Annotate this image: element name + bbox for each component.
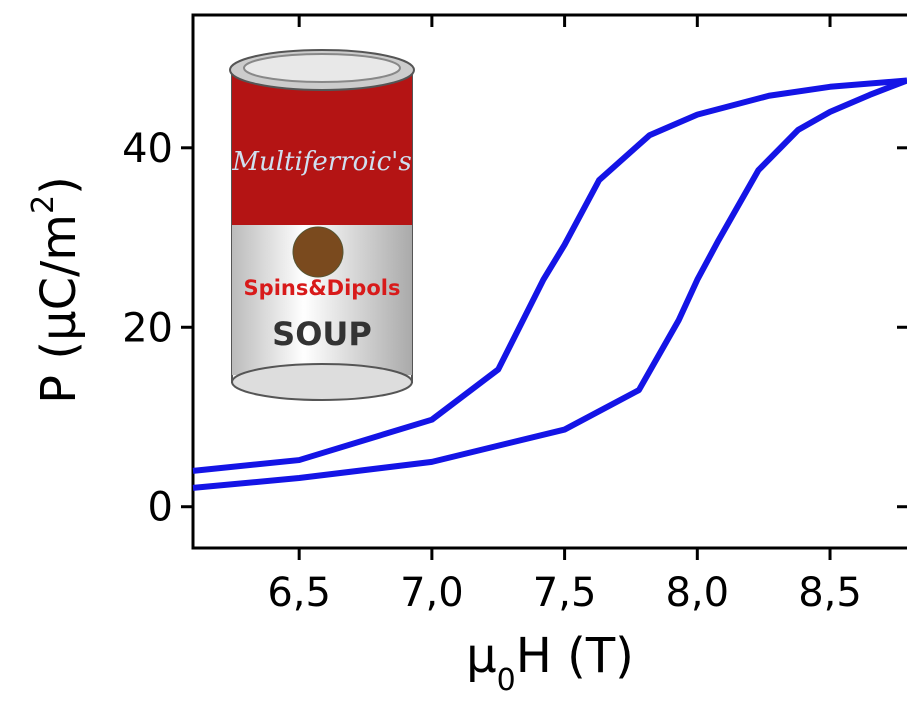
x-tick-label: 6,5 [267, 570, 331, 616]
can-text: Spins&Dipols [244, 276, 401, 300]
y-label-part: P (μC/m [31, 214, 87, 404]
can-lid [244, 54, 400, 82]
x-tick-label: 8,5 [798, 570, 862, 616]
y-label-sup: 2 [26, 195, 61, 214]
x-axis-label: μ0H (T) [466, 628, 634, 698]
x-tick-label: 8,0 [665, 570, 729, 616]
x-label-part: μ [466, 628, 497, 684]
y-tick-label: 20 [122, 305, 173, 351]
x-label-sub: 0 [497, 663, 516, 698]
can-bottom [232, 364, 412, 400]
y-tick-label: 0 [148, 485, 173, 531]
x-tick-label: 7,5 [533, 570, 597, 616]
soup-can: Multiferroic's Spins&Dipols SOUP [230, 50, 414, 400]
y-axis-label: P (μC/m2) [26, 176, 87, 404]
can-text: Multiferroic's [231, 147, 411, 177]
y-tick-label: 40 [122, 126, 173, 172]
y-label-part: ) [31, 176, 87, 195]
x-label-part: H (T) [516, 628, 634, 684]
can-text: SOUP [272, 315, 372, 353]
chart: Multiferroic's Spins&Dipols SOUP μ0H (T)… [0, 0, 907, 703]
can-medal [293, 227, 343, 277]
x-tick-label: 7,0 [400, 570, 464, 616]
